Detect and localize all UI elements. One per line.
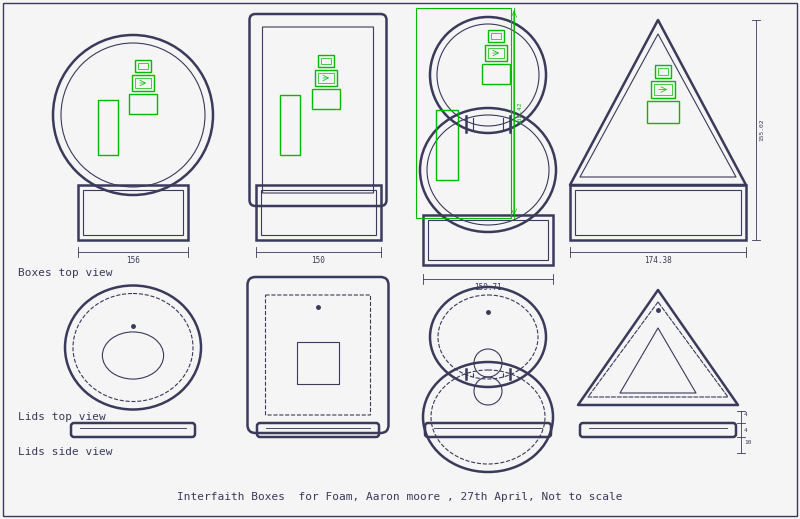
Bar [129,94,157,114]
Text: Lids top view: Lids top view [18,412,106,422]
Text: Interfaith Boxes  for Foam, Aaron moore , 27th April, Not to scale: Interfaith Boxes for Foam, Aaron moore ,… [178,492,622,502]
Bar [436,110,458,180]
Bar [321,58,331,64]
Bar [78,185,188,240]
Bar [647,101,679,123]
Bar [255,185,381,240]
Bar [280,95,300,155]
Bar [132,75,154,91]
Bar [488,48,504,58]
Bar [488,30,504,42]
Bar [428,220,548,260]
Bar [318,73,334,83]
Bar [261,190,375,235]
Bar [83,190,183,235]
Bar [135,78,151,88]
Bar [655,65,671,78]
Text: 150: 150 [311,256,325,265]
Text: 108.42: 108.42 [517,102,522,124]
Text: 4: 4 [744,428,748,432]
Bar [315,70,337,86]
Bar [138,63,148,69]
Bar [312,89,340,109]
Bar [651,81,675,98]
Bar [416,8,511,218]
Bar [98,100,118,155]
Text: 10: 10 [744,441,751,445]
Bar [575,190,741,235]
Text: 156: 156 [126,256,140,265]
Bar [654,84,672,95]
Bar [318,55,334,67]
Bar [297,342,339,384]
Bar [482,64,510,84]
Text: 155.02: 155.02 [759,119,764,141]
Bar [423,215,553,265]
Bar [135,60,151,72]
Bar [570,185,746,240]
Bar [491,33,501,39]
Text: Lids side view: Lids side view [18,447,113,457]
Text: 159.71: 159.71 [474,283,502,292]
Text: Boxes top view: Boxes top view [18,268,113,278]
Bar [658,68,668,75]
Text: 4: 4 [744,412,748,417]
Bar [485,45,507,61]
Text: 174.38: 174.38 [644,256,672,265]
